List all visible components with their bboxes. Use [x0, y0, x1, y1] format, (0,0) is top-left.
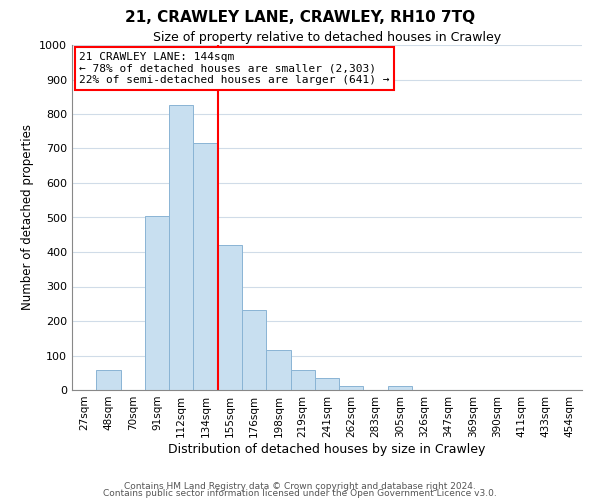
- Text: Contains HM Land Registry data © Crown copyright and database right 2024.: Contains HM Land Registry data © Crown c…: [124, 482, 476, 491]
- Bar: [218, 245, 242, 390]
- Y-axis label: Number of detached properties: Number of detached properties: [20, 124, 34, 310]
- Text: 21 CRAWLEY LANE: 144sqm
← 78% of detached houses are smaller (2,303)
22% of semi: 21 CRAWLEY LANE: 144sqm ← 78% of detache…: [79, 52, 389, 85]
- Bar: [290, 370, 315, 390]
- Title: Size of property relative to detached houses in Crawley: Size of property relative to detached ho…: [153, 31, 501, 44]
- Bar: [266, 350, 290, 390]
- Bar: [242, 310, 266, 390]
- Bar: [145, 216, 169, 390]
- Text: Contains public sector information licensed under the Open Government Licence v3: Contains public sector information licen…: [103, 489, 497, 498]
- Text: 21, CRAWLEY LANE, CRAWLEY, RH10 7TQ: 21, CRAWLEY LANE, CRAWLEY, RH10 7TQ: [125, 10, 475, 25]
- Bar: [339, 386, 364, 390]
- Bar: [169, 106, 193, 390]
- Bar: [388, 386, 412, 390]
- Bar: [193, 144, 218, 390]
- Bar: [96, 370, 121, 390]
- Bar: [315, 378, 339, 390]
- X-axis label: Distribution of detached houses by size in Crawley: Distribution of detached houses by size …: [169, 442, 485, 456]
